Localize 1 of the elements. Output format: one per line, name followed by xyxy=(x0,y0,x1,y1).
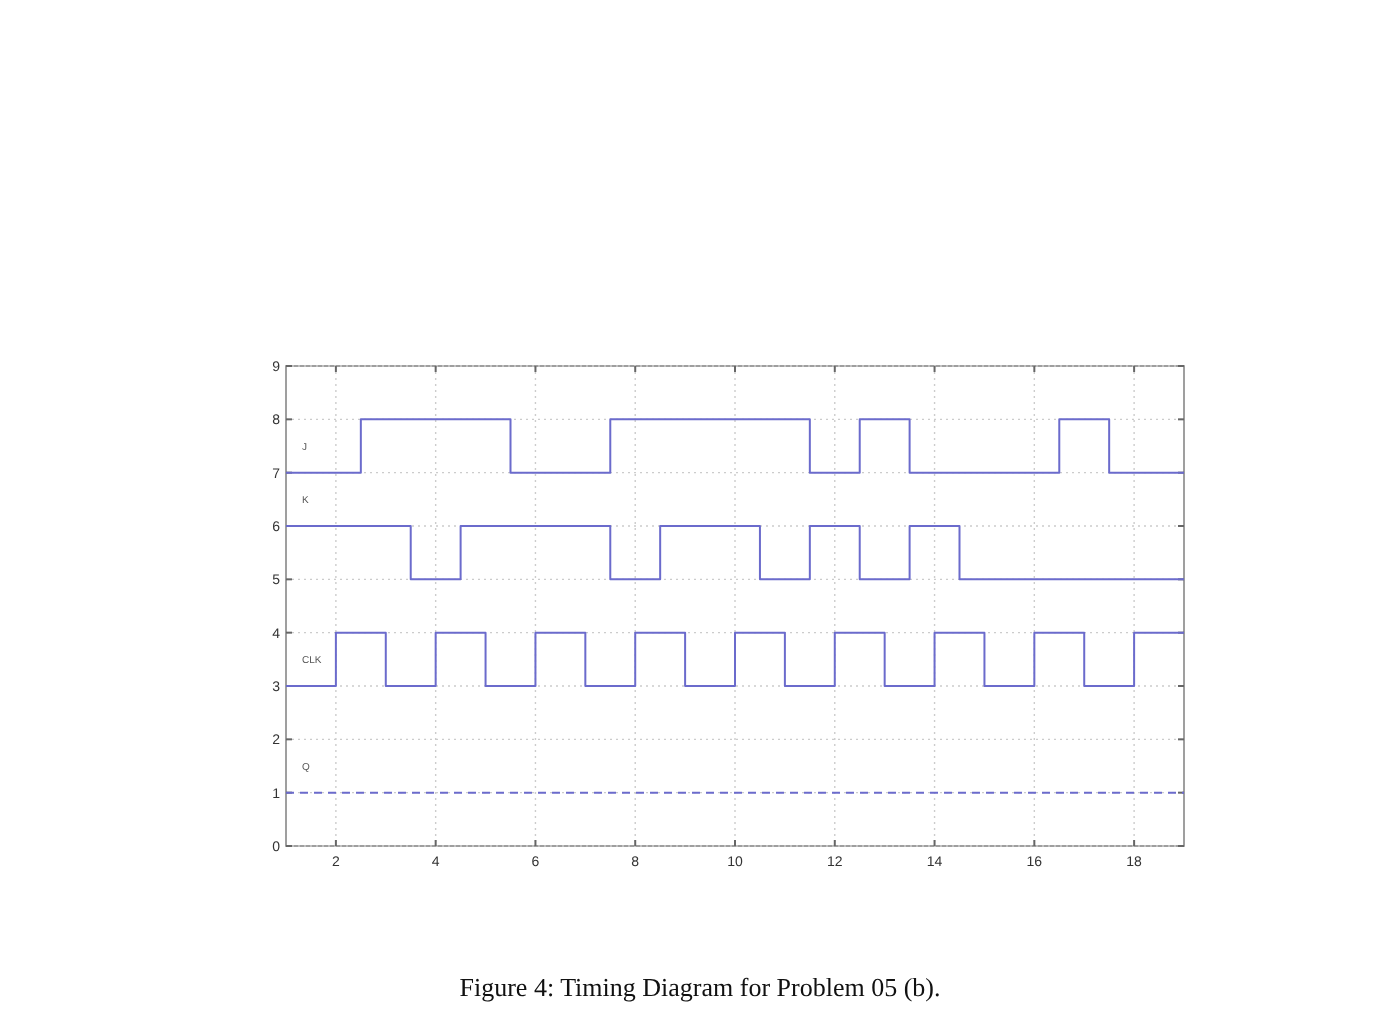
caption: Figure 4: Timing Diagram for Problem 05 (b). xyxy=(459,972,941,1002)
